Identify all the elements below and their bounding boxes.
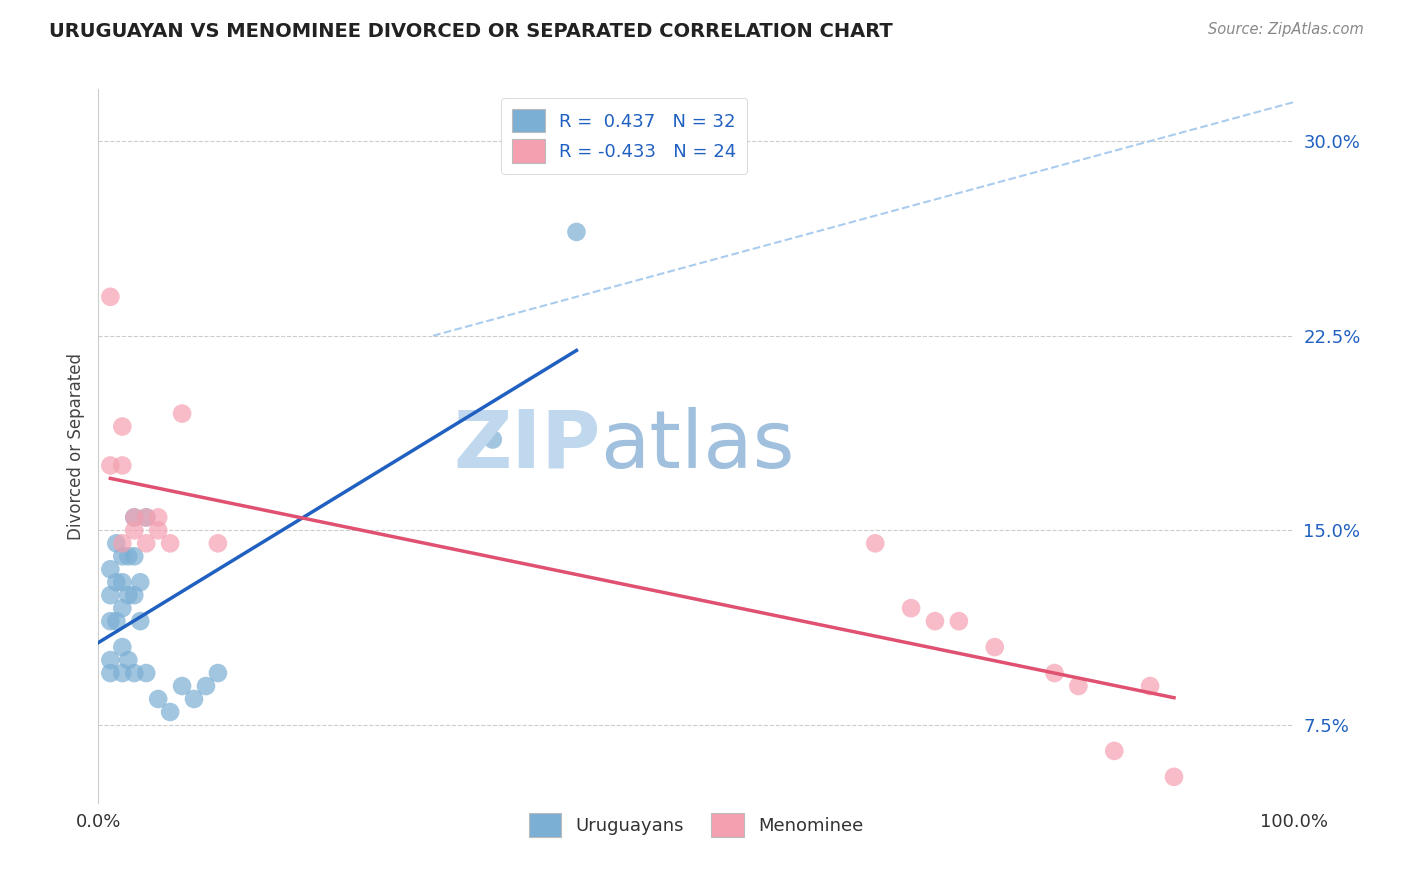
Point <box>111 549 134 564</box>
Point <box>105 614 128 628</box>
Point <box>172 679 194 693</box>
Point <box>117 549 139 564</box>
Point <box>124 510 146 524</box>
Text: atlas: atlas <box>600 407 794 485</box>
Point <box>148 510 170 524</box>
Point <box>124 510 146 524</box>
Point <box>98 458 122 473</box>
Point <box>865 536 887 550</box>
Point <box>159 705 181 719</box>
Point <box>948 614 970 628</box>
Point <box>183 692 205 706</box>
Point <box>124 666 146 681</box>
Point <box>111 419 134 434</box>
Y-axis label: Divorced or Separated: Divorced or Separated <box>66 352 84 540</box>
Point <box>135 510 157 524</box>
Point <box>111 640 134 654</box>
Point <box>98 614 122 628</box>
Point <box>129 614 152 628</box>
Point <box>111 458 134 473</box>
Point <box>129 575 152 590</box>
Point <box>900 601 922 615</box>
Text: URUGUAYAN VS MENOMINEE DIVORCED OR SEPARATED CORRELATION CHART: URUGUAYAN VS MENOMINEE DIVORCED OR SEPAR… <box>49 22 893 41</box>
Point <box>1043 666 1066 681</box>
Point <box>1163 770 1185 784</box>
Point <box>1139 679 1161 693</box>
Point <box>98 666 122 681</box>
Point <box>195 679 218 693</box>
Point <box>207 536 229 550</box>
Point <box>135 536 157 550</box>
Point <box>1104 744 1126 758</box>
Text: ZIP: ZIP <box>453 407 600 485</box>
Point <box>159 536 181 550</box>
Text: Source: ZipAtlas.com: Source: ZipAtlas.com <box>1208 22 1364 37</box>
Point <box>148 692 170 706</box>
Point <box>105 536 128 550</box>
Point <box>481 433 505 447</box>
Point <box>111 666 134 681</box>
Point <box>117 653 139 667</box>
Point <box>207 666 229 681</box>
Point <box>124 588 146 602</box>
Point <box>111 575 134 590</box>
Point <box>105 575 128 590</box>
Point <box>98 653 122 667</box>
Point <box>1067 679 1090 693</box>
Point <box>98 588 122 602</box>
Point <box>984 640 1007 654</box>
Point <box>148 524 170 538</box>
Point <box>924 614 946 628</box>
Point <box>135 510 157 524</box>
Point <box>135 666 157 681</box>
Legend: Uruguayans, Menominee: Uruguayans, Menominee <box>522 806 870 844</box>
Point <box>124 549 146 564</box>
Point <box>117 588 139 602</box>
Point <box>98 290 122 304</box>
Point <box>111 536 134 550</box>
Point <box>124 524 146 538</box>
Point <box>565 225 588 239</box>
Point <box>98 562 122 576</box>
Point <box>111 601 134 615</box>
Point <box>172 407 194 421</box>
